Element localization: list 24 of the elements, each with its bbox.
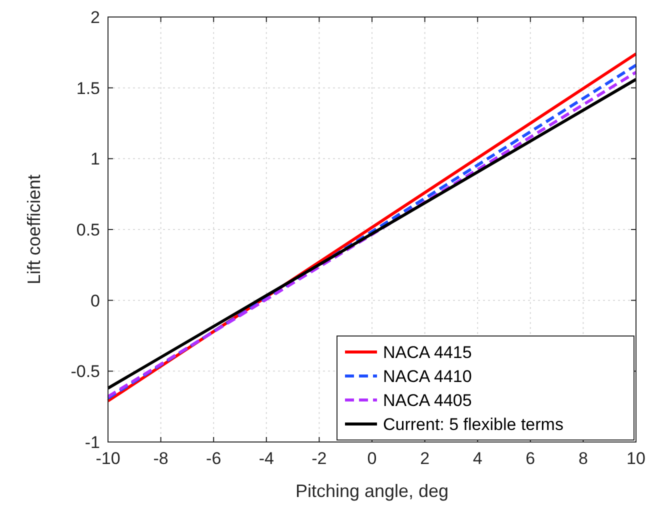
y-tick-label: 1 xyxy=(90,150,100,169)
y-tick-label: 1.5 xyxy=(76,78,100,98)
y-tick-label: 0.5 xyxy=(76,220,100,240)
x-tick-label: 8 xyxy=(578,449,588,468)
x-axis-title: Pitching angle, deg xyxy=(295,481,449,501)
y-tick-label: -1 xyxy=(84,433,100,452)
y-tick-label: -0.5 xyxy=(70,362,100,382)
legend-label: Current: 5 flexible terms xyxy=(383,415,564,434)
legend-label: NACA 4410 xyxy=(383,367,472,386)
x-tick-label: 2 xyxy=(420,449,430,468)
x-tick-label: 10 xyxy=(626,449,646,468)
x-tick-label: -8 xyxy=(153,449,168,468)
y-axis-title: Lift coefficient xyxy=(24,174,44,284)
x-tick-label: -10 xyxy=(96,449,120,468)
legend-label: NACA 4415 xyxy=(383,343,472,362)
x-tick-label: 0 xyxy=(367,449,377,468)
legend-label: NACA 4405 xyxy=(383,391,472,410)
x-tick-label: 6 xyxy=(526,449,536,468)
x-tick-label: -2 xyxy=(312,449,327,468)
x-tick-label: -4 xyxy=(258,449,274,468)
y-tick-label: 2 xyxy=(90,8,100,27)
y-tick-label: 0 xyxy=(90,291,100,310)
x-tick-label: 4 xyxy=(472,449,482,468)
x-tick-label: -6 xyxy=(206,449,222,468)
